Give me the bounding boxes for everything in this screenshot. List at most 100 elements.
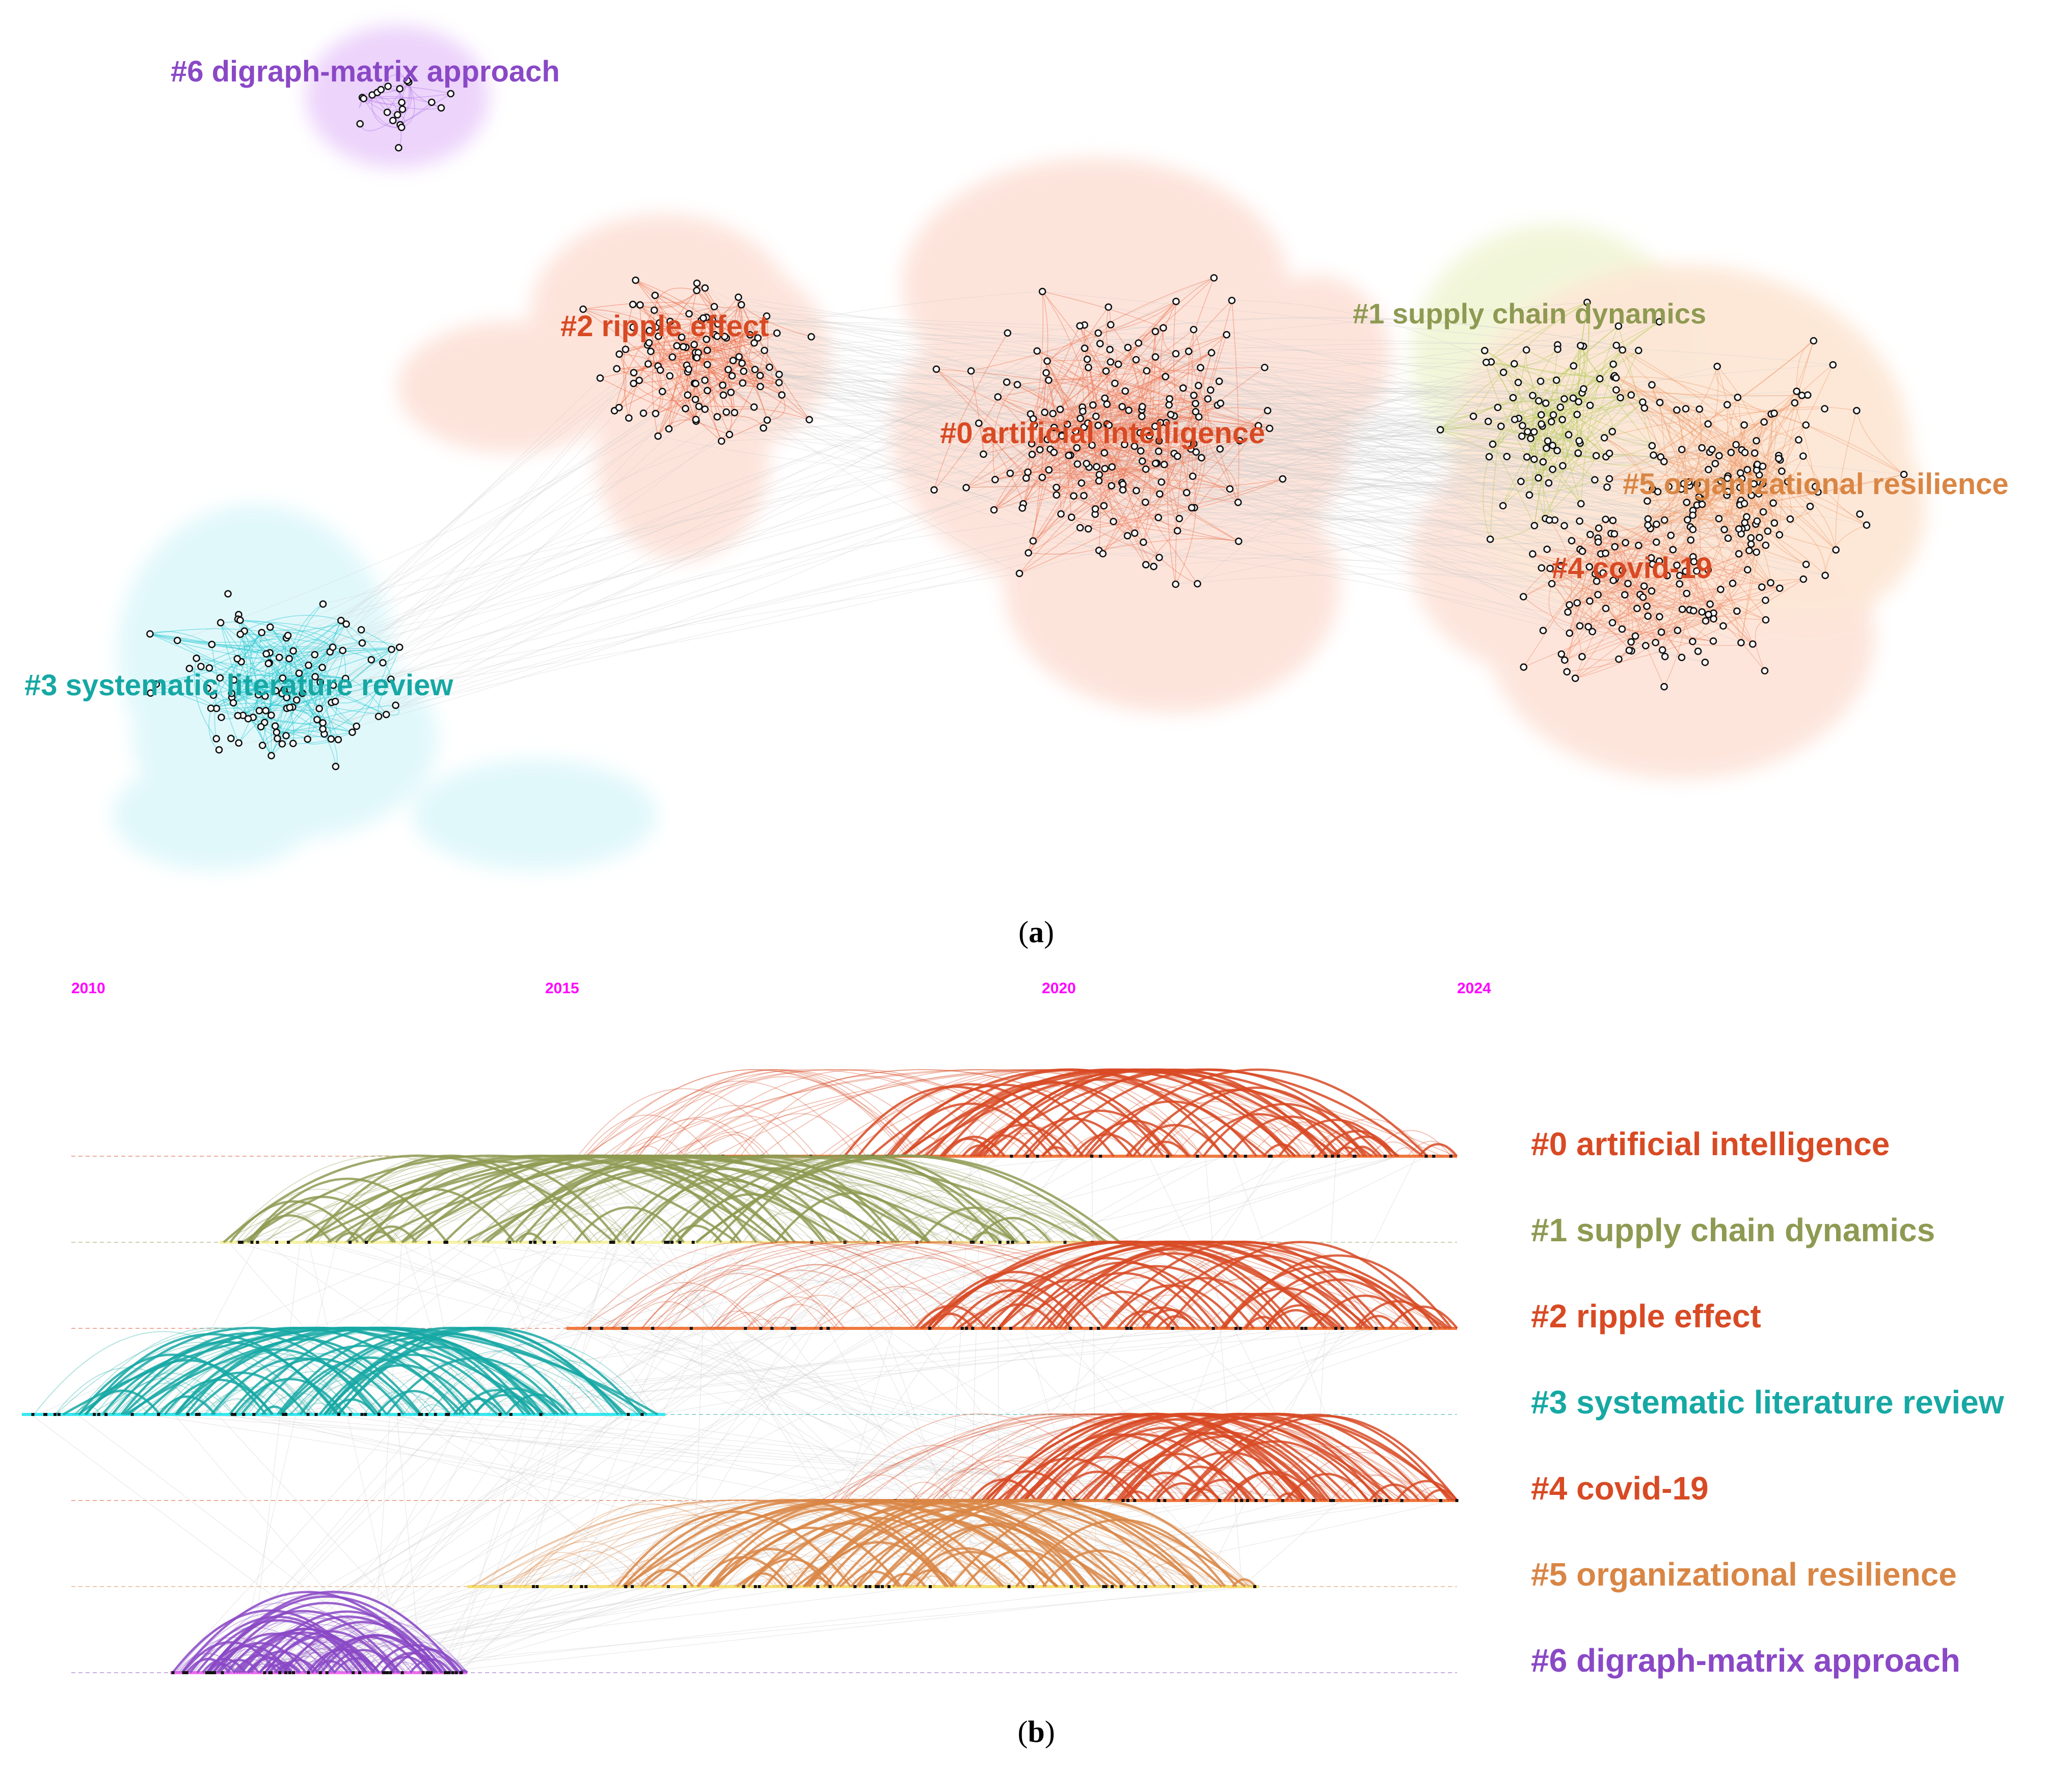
cluster-link [1037, 350, 1146, 503]
citation-arc [638, 1069, 913, 1157]
cluster-link [993, 398, 1208, 510]
network-node [1574, 449, 1582, 457]
timeline-row-5 [71, 1498, 1457, 1588]
timeline-node [865, 1585, 868, 1588]
cluster-link [220, 637, 287, 678]
network-node [1132, 356, 1140, 364]
bridge-link [1122, 484, 1694, 611]
cluster-link [1523, 589, 1721, 668]
network-node [1103, 400, 1111, 408]
network-node [1764, 527, 1772, 535]
network-node [279, 674, 287, 682]
network-node [1025, 549, 1032, 557]
timeline-node [1353, 1155, 1356, 1158]
network-node [1762, 596, 1769, 604]
cluster-link [196, 658, 387, 715]
cluster-link [1044, 412, 1144, 543]
timeline-node [233, 1413, 236, 1416]
network-node [229, 699, 237, 707]
bridge-link [1155, 463, 1678, 631]
cluster-link [177, 640, 400, 649]
network-node [625, 414, 633, 422]
network-node [750, 339, 758, 347]
network-node [1776, 584, 1784, 592]
cluster-link [643, 391, 663, 414]
bridge-link [1128, 403, 1652, 446]
network-node [215, 746, 223, 754]
citation-arc [839, 1475, 921, 1501]
network-node [1640, 404, 1649, 412]
cluster-link [1122, 443, 1194, 490]
cluster-link [635, 280, 727, 339]
timeline-node [1334, 1327, 1337, 1330]
timeline-node [689, 1327, 693, 1330]
cluster-link [1026, 478, 1084, 499]
bridge-link [1121, 482, 1690, 531]
timeline-node [787, 1585, 790, 1588]
cluster-link [1491, 349, 1558, 367]
network-node [728, 372, 736, 380]
network-node [1118, 403, 1126, 411]
cluster-link [1548, 583, 1570, 634]
bridge-link [1098, 317, 1639, 351]
citation-arc [505, 1166, 742, 1243]
bridge-link [670, 321, 1192, 508]
cluster-link [1616, 345, 1788, 482]
cluster-link [1188, 351, 1239, 503]
bridge-link [210, 477, 1042, 709]
cluster-link [233, 623, 347, 703]
network-node [967, 367, 975, 375]
cross-row-link [335, 1328, 630, 1673]
cluster-link [936, 369, 1135, 534]
network-node [1566, 629, 1573, 637]
bridge-link [714, 306, 1047, 362]
citation-arc [1190, 1479, 1256, 1502]
cluster-link [1022, 411, 1083, 504]
cluster-link [324, 647, 400, 734]
citation-arc [641, 1265, 840, 1329]
cluster-link [767, 395, 786, 421]
cross-row-link [456, 1242, 948, 1673]
citation-arc [516, 1541, 657, 1587]
bridge-link [625, 349, 1112, 468]
cluster-link [1651, 557, 1765, 671]
bridge-link [1191, 448, 1535, 464]
bridge-link [383, 452, 1105, 663]
network-node [1596, 375, 1604, 383]
cluster-link [1692, 413, 1775, 530]
cluster-link [1644, 407, 1682, 450]
cluster-link [1032, 406, 1083, 455]
cluster-link [623, 304, 633, 418]
bridge-link [1099, 474, 1710, 605]
cluster-link [319, 649, 392, 709]
cross-row-link [720, 1242, 909, 1501]
cross-row-link [562, 1328, 690, 1415]
network-node [1683, 498, 1690, 506]
network-node [1605, 475, 1613, 483]
network-node [1114, 360, 1122, 368]
timeline-node [1190, 1585, 1194, 1588]
cluster-link [1175, 476, 1196, 585]
network-node [1655, 557, 1663, 565]
citation-arc [940, 1455, 1081, 1501]
network-node [1760, 418, 1768, 426]
network-node [1190, 440, 1198, 448]
cluster-link [668, 365, 687, 429]
network-node [1611, 543, 1619, 551]
bridge-link [731, 321, 1660, 394]
network-node [1591, 476, 1599, 484]
cluster-label-2: #2 ripple effect [560, 310, 769, 343]
citation-arc [713, 1154, 1018, 1243]
bridge-link [1153, 505, 1503, 567]
network-node [1669, 546, 1677, 554]
timeline-node [364, 1413, 367, 1416]
network-node [1045, 466, 1053, 474]
cluster-link [1486, 362, 1527, 457]
cluster-link [1664, 452, 1710, 463]
cluster-link [196, 658, 353, 733]
network-node [1678, 605, 1686, 613]
cluster-link [388, 86, 451, 94]
network-node [1738, 475, 1746, 483]
network-node [1689, 607, 1698, 615]
network-node [1102, 367, 1110, 375]
